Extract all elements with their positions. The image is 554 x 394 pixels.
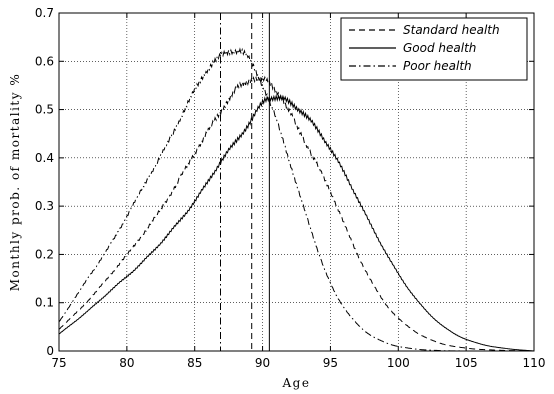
x-tick-label: 85 bbox=[187, 356, 202, 370]
legend-label-standard-health: Standard health bbox=[403, 23, 500, 37]
y-tick-label: 0.6 bbox=[35, 54, 54, 68]
legend: Standard health Good health Poor health bbox=[340, 17, 528, 81]
legend-label-poor-health: Poor health bbox=[403, 59, 472, 73]
x-tick-label: 95 bbox=[323, 356, 338, 370]
series-line-standard-health bbox=[58, 74, 535, 352]
y-axis-title: Monthly prob. of mortality % bbox=[8, 73, 22, 291]
y-tick-label: 0.7 bbox=[35, 6, 54, 20]
x-tick-label: 75 bbox=[51, 356, 66, 370]
x-axis-title: Age bbox=[282, 376, 311, 390]
y-tick-label: 0.3 bbox=[35, 199, 54, 213]
y-tick-label: 0.2 bbox=[35, 247, 54, 261]
legend-box bbox=[340, 17, 528, 81]
legend-label-good-health: Good health bbox=[403, 41, 476, 55]
x-tick-label: 80 bbox=[119, 356, 134, 370]
x-tick-label: 105 bbox=[455, 356, 478, 370]
y-tick-label: 0.1 bbox=[35, 296, 54, 310]
y-tick-label: 0 bbox=[46, 344, 54, 358]
grid-lines bbox=[59, 13, 534, 351]
peak-age-markers bbox=[220, 13, 270, 351]
x-tick-label: 90 bbox=[255, 356, 270, 370]
plot-frame bbox=[58, 12, 535, 352]
y-tick-label: 0.5 bbox=[35, 103, 54, 117]
axis-ticks: 75 80 85 90 95 100 105 110 0 0.1 0.2 0.3 0.4 0.5 0.6 0.… bbox=[35, 6, 546, 370]
x-tick-label: 100 bbox=[387, 356, 410, 370]
y-tick-label: 0.4 bbox=[35, 151, 54, 165]
x-tick-label: 110 bbox=[523, 356, 546, 370]
series-line-good-health bbox=[58, 93, 535, 352]
